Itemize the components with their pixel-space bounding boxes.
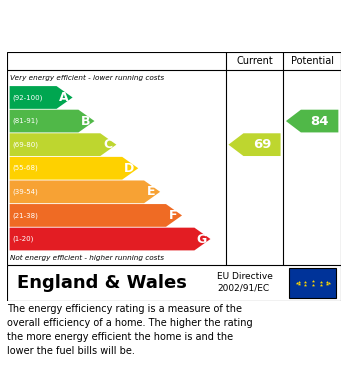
Polygon shape [228, 133, 280, 156]
Text: D: D [124, 162, 135, 175]
Bar [289, 268, 336, 298]
Text: (81-91): (81-91) [12, 118, 38, 124]
Polygon shape [10, 133, 116, 156]
Text: E: E [147, 185, 156, 198]
Polygon shape [10, 181, 160, 203]
Text: 84: 84 [310, 115, 329, 127]
Text: (1-20): (1-20) [12, 236, 34, 242]
Text: B: B [81, 115, 90, 127]
Text: A: A [59, 91, 69, 104]
Text: C: C [103, 138, 112, 151]
Text: (92-100): (92-100) [12, 94, 43, 101]
Text: Very energy efficient - lower running costs: Very energy efficient - lower running co… [10, 75, 164, 81]
Text: Energy Efficiency Rating: Energy Efficiency Rating [10, 26, 232, 41]
Polygon shape [10, 86, 73, 109]
Polygon shape [10, 228, 211, 250]
Text: 69: 69 [253, 138, 271, 151]
Text: The energy efficiency rating is a measure of the
overall efficiency of a home. T: The energy efficiency rating is a measur… [7, 304, 253, 356]
Polygon shape [10, 157, 138, 179]
Text: Not energy efficient - higher running costs: Not energy efficient - higher running co… [10, 255, 164, 261]
Polygon shape [10, 110, 95, 133]
Text: (55-68): (55-68) [12, 165, 38, 172]
Text: Current: Current [236, 56, 273, 66]
Polygon shape [10, 204, 182, 227]
Text: (39-54): (39-54) [12, 188, 38, 195]
Text: F: F [169, 209, 177, 222]
Text: G: G [197, 233, 207, 246]
Text: EU Directive
2002/91/EC: EU Directive 2002/91/EC [218, 272, 273, 293]
Text: (69-80): (69-80) [12, 142, 38, 148]
Text: Potential: Potential [291, 56, 334, 66]
Text: (21-38): (21-38) [12, 212, 38, 219]
Text: England & Wales: England & Wales [17, 274, 187, 292]
Polygon shape [286, 110, 338, 133]
